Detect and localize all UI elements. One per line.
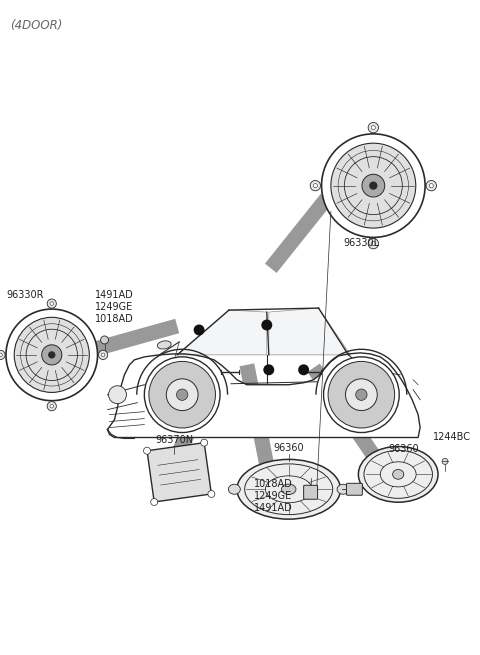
Text: 1244BC: 1244BC <box>433 432 471 443</box>
Polygon shape <box>240 364 276 477</box>
Ellipse shape <box>393 470 404 479</box>
Circle shape <box>149 362 216 428</box>
Text: 1018AD: 1018AD <box>95 314 133 324</box>
Polygon shape <box>265 194 332 273</box>
Circle shape <box>144 357 220 432</box>
Text: 96330R: 96330R <box>6 290 44 300</box>
Text: 1491AD: 1491AD <box>254 503 293 513</box>
Circle shape <box>346 379 377 411</box>
Circle shape <box>144 447 151 454</box>
Circle shape <box>362 174 384 197</box>
Text: 96360: 96360 <box>388 445 419 455</box>
Ellipse shape <box>108 386 126 403</box>
Circle shape <box>47 299 56 308</box>
Circle shape <box>328 362 395 428</box>
Circle shape <box>151 498 158 506</box>
Text: 1249GE: 1249GE <box>95 302 133 312</box>
Circle shape <box>369 181 377 190</box>
Text: (4DOOR): (4DOOR) <box>10 20 62 32</box>
Text: 96360: 96360 <box>274 443 304 453</box>
Polygon shape <box>307 364 383 464</box>
Polygon shape <box>269 308 350 355</box>
Ellipse shape <box>281 484 296 495</box>
Circle shape <box>177 389 188 400</box>
Circle shape <box>101 353 105 357</box>
Circle shape <box>356 389 367 400</box>
Ellipse shape <box>337 484 349 495</box>
Circle shape <box>201 440 208 446</box>
Circle shape <box>426 181 436 191</box>
Circle shape <box>264 364 274 375</box>
Circle shape <box>313 183 317 188</box>
Circle shape <box>298 364 309 375</box>
Polygon shape <box>90 319 179 357</box>
Ellipse shape <box>359 447 438 502</box>
Ellipse shape <box>237 459 340 519</box>
Circle shape <box>100 336 108 344</box>
Ellipse shape <box>228 484 240 495</box>
Polygon shape <box>177 310 267 355</box>
Circle shape <box>331 143 416 228</box>
Circle shape <box>368 122 379 133</box>
Circle shape <box>324 357 399 432</box>
Circle shape <box>47 402 56 411</box>
Circle shape <box>208 491 215 497</box>
Circle shape <box>371 126 375 130</box>
Text: 96330L: 96330L <box>344 238 380 248</box>
Text: 96370N: 96370N <box>155 436 193 445</box>
Circle shape <box>42 345 62 365</box>
Ellipse shape <box>157 341 171 349</box>
Circle shape <box>48 351 55 358</box>
FancyBboxPatch shape <box>347 483 362 495</box>
Polygon shape <box>168 367 226 464</box>
Circle shape <box>0 353 2 357</box>
Circle shape <box>442 458 448 464</box>
Circle shape <box>310 181 321 191</box>
Circle shape <box>14 317 89 392</box>
Circle shape <box>429 183 433 188</box>
Circle shape <box>98 350 108 360</box>
Text: 1249GE: 1249GE <box>254 491 292 501</box>
Circle shape <box>193 324 204 335</box>
Circle shape <box>50 302 54 305</box>
Polygon shape <box>147 443 211 502</box>
Circle shape <box>6 309 97 401</box>
Circle shape <box>0 350 5 360</box>
Text: 1491AD: 1491AD <box>95 290 133 300</box>
Circle shape <box>368 238 379 249</box>
Polygon shape <box>108 353 420 438</box>
Circle shape <box>166 379 198 411</box>
Text: 1018AD: 1018AD <box>254 479 293 489</box>
FancyBboxPatch shape <box>304 485 318 499</box>
Circle shape <box>261 320 272 331</box>
Circle shape <box>322 134 425 237</box>
Circle shape <box>371 242 375 246</box>
Circle shape <box>50 404 54 408</box>
